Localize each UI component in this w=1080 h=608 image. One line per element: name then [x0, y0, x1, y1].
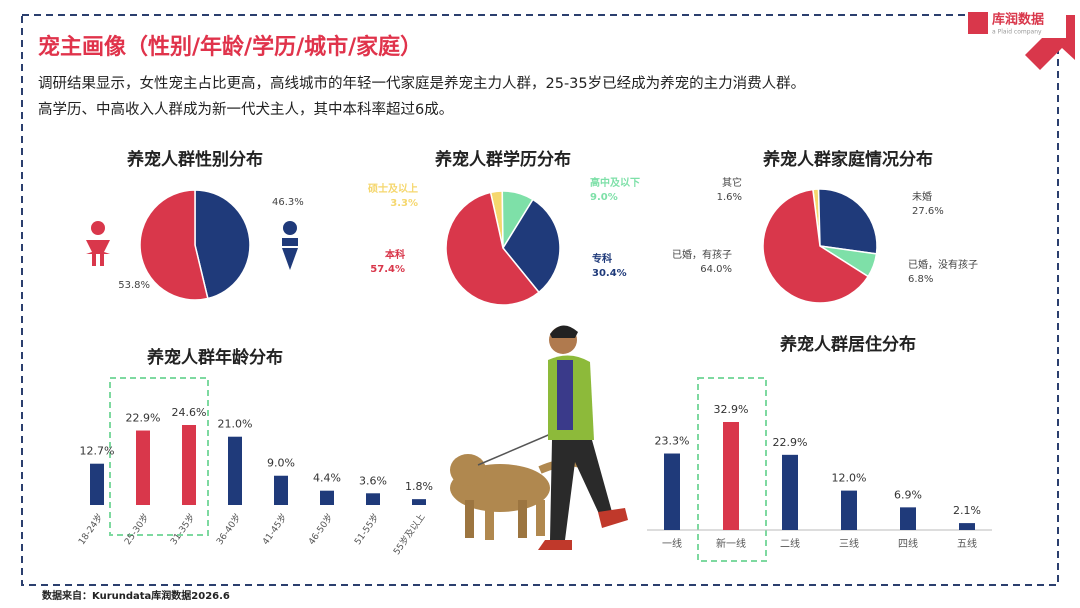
x-tick-label: 25-30岁	[122, 511, 152, 547]
x-tick-label: 46-50岁	[306, 511, 336, 547]
slice-value-label: 9.0%	[590, 192, 618, 203]
pie-slice	[445, 191, 540, 306]
bar	[136, 430, 150, 505]
bar	[723, 422, 739, 530]
slice-category: 其它	[722, 176, 742, 189]
bar-value-label: 2.1%	[953, 504, 981, 517]
x-tick-label: 五线	[957, 537, 977, 550]
pie-slice	[817, 188, 878, 255]
x-tick-label: 四线	[898, 537, 918, 550]
chart-title: 养宠人群年龄分布	[146, 347, 283, 368]
bar	[412, 499, 426, 505]
bar	[90, 463, 104, 505]
bar	[959, 523, 975, 530]
description: 高学历、中高收入人群成为新一代犬主人，其中本科率超过6成。	[38, 101, 453, 118]
slice-category: 硕士及以上	[368, 182, 418, 195]
description: 调研结果显示，女性宠主占比更高，高线城市的年轻一代家庭是养宠主力人群，25-35…	[38, 74, 805, 92]
x-tick-label: 41-45岁	[260, 511, 290, 547]
logo-mark	[968, 12, 988, 34]
page-title: 宠主画像（性别/年龄/学历/城市/家庭）	[38, 34, 422, 60]
bar-value-label: 4.4%	[313, 472, 341, 485]
bar-value-label: 24.6%	[172, 406, 207, 419]
bar	[274, 475, 288, 505]
pie-slice	[139, 189, 209, 301]
x-tick-label: 31-35岁	[168, 511, 198, 547]
bar-value-label: 21.0%	[218, 418, 253, 431]
slice-category: 高中及以下	[590, 176, 640, 189]
bar	[182, 425, 196, 505]
bar-value-label: 32.9%	[714, 403, 749, 416]
slice-value-label: 3.3%	[390, 198, 418, 209]
female-icon	[86, 221, 110, 266]
bar	[782, 454, 798, 530]
slice-category: 未婚	[912, 190, 932, 203]
slice-value-label: 57.4%	[370, 264, 405, 275]
bar	[320, 490, 334, 505]
chart-title: 养宠人群性别分布	[126, 149, 263, 170]
x-tick-label: 36-40岁	[214, 511, 244, 547]
bar-value-label: 3.6%	[359, 474, 387, 487]
slice-value-label: 64.0%	[700, 264, 732, 275]
bar	[841, 490, 857, 530]
pie-slice	[194, 189, 251, 300]
bar-value-label: 22.9%	[773, 436, 808, 449]
dog-walker-illustration	[450, 325, 628, 550]
slice-value-label: 6.8%	[908, 274, 933, 285]
highlight-box	[697, 377, 767, 562]
bar	[664, 453, 680, 530]
slice-value-label: 46.3%	[272, 197, 304, 208]
x-tick-label: 三线	[839, 537, 859, 550]
bar-value-label: 6.9%	[894, 488, 922, 501]
pie-slice	[762, 188, 870, 304]
bar	[900, 507, 916, 530]
male-icon	[282, 221, 298, 270]
x-tick-label: 一线	[662, 537, 682, 550]
chart-title: 养宠人群家庭情况分布	[762, 149, 933, 170]
bar	[228, 436, 242, 505]
x-tick-label: 二线	[780, 537, 800, 550]
bar-value-label: 9.0%	[267, 457, 295, 470]
logo: 库润数据	[992, 12, 1044, 28]
chart-title: 养宠人群学历分布	[434, 149, 571, 170]
slice-value-label: 53.8%	[118, 280, 150, 291]
x-tick-label: 18-24岁	[76, 511, 106, 547]
source: 数据来自：Kurundata库润数据2026.6	[42, 589, 230, 602]
bar-value-label: 23.3%	[655, 435, 690, 448]
slice-category: 本科	[385, 248, 405, 261]
slice-category: 已婚，有孩子	[672, 248, 732, 261]
bar-value-label: 1.8%	[405, 480, 433, 493]
slice-value-label: 27.6%	[912, 206, 944, 217]
x-tick-label: 51-55岁	[352, 511, 382, 547]
bar-value-label: 12.0%	[832, 472, 867, 485]
logo-sub: a Plaid company	[992, 29, 1042, 36]
highlight-box	[109, 377, 209, 536]
bar-value-label: 12.7%	[80, 445, 115, 458]
bar-value-label: 22.9%	[126, 412, 161, 425]
slice-category: 专科	[592, 252, 612, 265]
slice-category: 已婚，没有孩子	[908, 258, 978, 271]
frame	[21, 14, 1059, 586]
slice-value-label: 1.6%	[717, 192, 742, 203]
x-tick-label: 新一线	[716, 537, 746, 550]
bar	[366, 493, 380, 505]
slice-value-label: 30.4%	[592, 268, 627, 279]
chart-title: 养宠人群居住分布	[779, 334, 916, 355]
x-tick-label: 55岁及以上	[390, 511, 427, 557]
pie-slice	[502, 198, 561, 294]
